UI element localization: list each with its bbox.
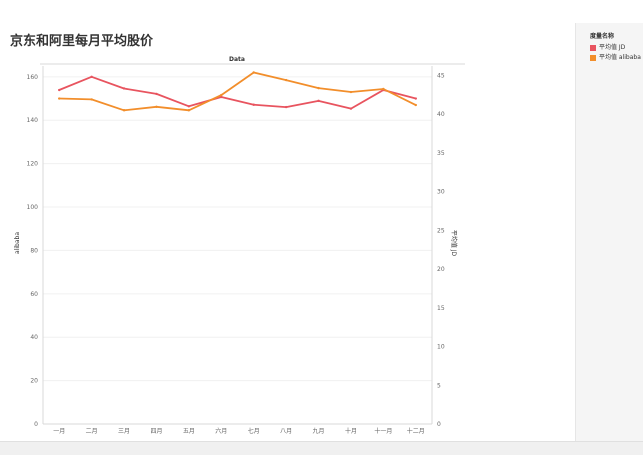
y-right-tick-label: 15 <box>437 305 445 312</box>
legend-item-jd[interactable]: 平均值 JD <box>590 43 625 52</box>
line-chart: Data 0 20 40 60 80 100 120 140 160 0 5 10 15 20 25 30 35… <box>14 56 465 435</box>
series-0-point <box>349 107 353 110</box>
y-axis-left-label: alibaba <box>14 232 21 254</box>
x-tick-label: 六月 <box>215 427 227 435</box>
series-0-point <box>155 92 158 96</box>
series-1-point <box>382 87 385 91</box>
series-1-point <box>122 109 126 112</box>
x-tick-label: 十二月 <box>407 427 425 435</box>
y-right-tick-label: 30 <box>437 189 445 196</box>
x-tick-label: 八月 <box>280 428 292 435</box>
series-0-point <box>414 97 417 100</box>
legend-label-jd: 平均值 JD <box>599 44 626 51</box>
y-right-tick-label: 5 <box>437 382 441 389</box>
x-tick-label: 七月 <box>248 427 260 435</box>
series-0-point <box>122 87 126 90</box>
series-1-point <box>90 98 93 101</box>
top-axis-label: Data <box>229 56 245 63</box>
series-1-point <box>58 97 61 100</box>
series-1-point <box>349 90 353 94</box>
series-1-point <box>252 71 255 74</box>
x-tick-label: 十月 <box>345 427 357 435</box>
y-left-tick-label: 140 <box>27 117 39 124</box>
bottom-status-bar <box>0 441 643 455</box>
series-0-point <box>187 105 191 108</box>
series-1-point <box>317 86 320 90</box>
x-tick-label: 五月 <box>183 428 195 435</box>
series-0-point <box>284 105 288 109</box>
series-line-0 <box>58 75 417 110</box>
y-left-tick-label: 160 <box>27 74 39 81</box>
y-left-tick-label: 120 <box>27 161 39 168</box>
legend-swatch-jd <box>590 44 596 51</box>
x-tick-label: 三月 <box>118 428 130 435</box>
y-right-tick-label: 0 <box>437 421 441 428</box>
legend-item-alibaba[interactable]: 平均值 alibaba <box>590 53 641 62</box>
y-right-tick-label: 20 <box>437 266 445 273</box>
series-1-point <box>187 109 191 112</box>
legend-title: 度量名称 <box>590 33 615 40</box>
series-1-point <box>284 78 288 82</box>
x-tick-label: 一月 <box>53 428 65 435</box>
y-left-tick-label: 60 <box>30 291 38 298</box>
series-0-point <box>317 99 320 103</box>
y-left-tick-label: 80 <box>30 247 38 254</box>
series-1-point <box>220 93 223 97</box>
series-1-point <box>155 105 158 108</box>
legend-label-alibaba: 平均值 alibaba <box>599 54 641 61</box>
legend-swatch-alibaba <box>590 54 596 61</box>
x-tick-label: 十一月 <box>374 427 392 435</box>
series-0-point <box>252 103 255 106</box>
page-title: 京东和阿里每月平均股价 <box>10 34 154 49</box>
tick-labels: 0 20 40 60 80 100 120 140 160 0 5 10 15 20 25 30 35 40 45 一… <box>27 72 445 435</box>
y-right-tick-label: 10 <box>437 344 445 351</box>
x-tick-label: 九月 <box>313 427 325 435</box>
grid-lines <box>43 76 432 425</box>
y-right-tick-label: 25 <box>437 227 445 234</box>
series-line-1 <box>58 71 417 112</box>
y-left-tick-label: 0 <box>34 421 38 428</box>
x-tick-label: 四月 <box>150 428 162 435</box>
series-0-point <box>58 88 61 92</box>
axes <box>42 66 433 425</box>
y-left-tick-label: 20 <box>30 378 38 385</box>
x-tick-label: 二月 <box>86 428 98 435</box>
series-1-point <box>414 103 417 107</box>
series-lines <box>58 71 417 112</box>
legend-panel: 度量名称 平均值 JD 平均值 alibaba <box>575 23 643 441</box>
y-right-tick-label: 40 <box>437 111 445 118</box>
y-left-tick-label: 40 <box>30 334 38 341</box>
series-0-point <box>220 95 223 99</box>
y-left-tick-label: 100 <box>27 204 39 211</box>
y-right-tick-label: 45 <box>437 72 445 79</box>
y-axis-right-label: 平均值 JD <box>450 230 458 257</box>
series-0-point <box>90 75 93 79</box>
y-right-tick-label: 35 <box>437 150 445 157</box>
